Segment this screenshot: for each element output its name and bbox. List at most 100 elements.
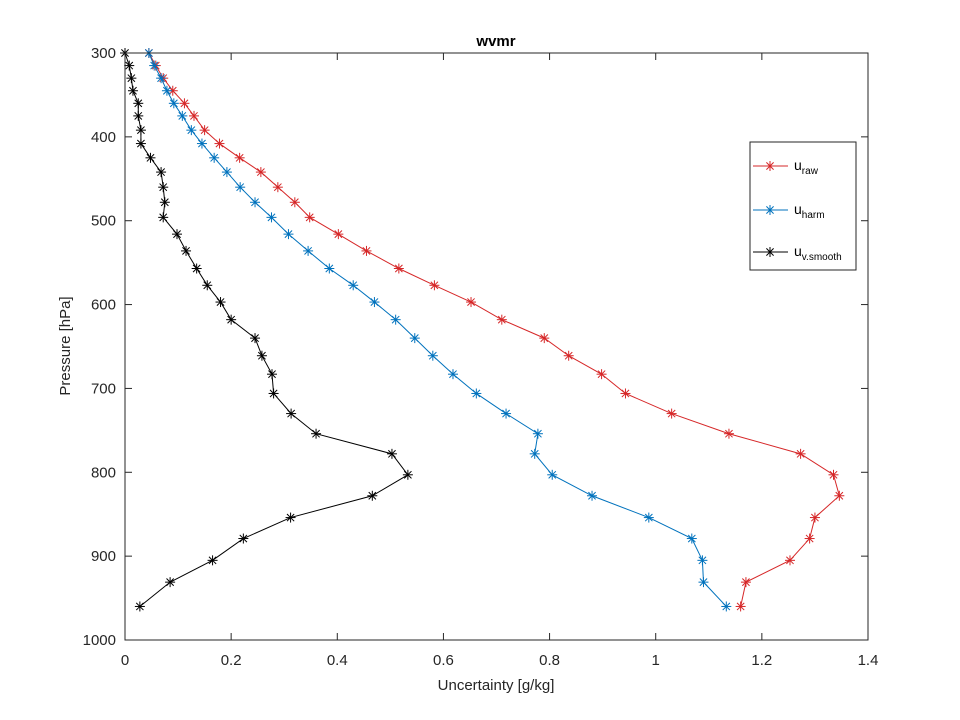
data-point	[466, 297, 477, 308]
y-tick-label: 600	[91, 297, 116, 314]
legend-label-main: u	[794, 243, 802, 259]
y-axis-label: Pressure [hPa]	[57, 296, 74, 395]
data-point	[268, 388, 279, 399]
data-point	[447, 369, 458, 380]
data-point	[135, 138, 146, 149]
data-point	[202, 280, 213, 291]
data-point	[156, 73, 167, 84]
data-point	[177, 110, 188, 121]
data-point	[784, 555, 795, 566]
legend-label: uharm	[794, 201, 825, 221]
data-point	[532, 428, 543, 439]
data-point	[235, 182, 246, 193]
data-point	[238, 533, 249, 544]
data-point	[828, 469, 839, 480]
data-point	[267, 369, 278, 380]
y-tick-label: 700	[91, 380, 116, 397]
data-point	[179, 98, 190, 109]
data-point	[471, 388, 482, 399]
x-tick-label: 1.2	[751, 652, 772, 669]
x-tick-label: 0.6	[433, 652, 454, 669]
data-point	[285, 512, 296, 523]
data-point	[834, 490, 845, 501]
legend-label: uraw	[794, 157, 819, 177]
data-point	[795, 448, 806, 459]
x-tick-label: 1.4	[858, 652, 879, 669]
data-point	[191, 263, 202, 274]
data-point	[172, 229, 183, 240]
data-point	[234, 152, 245, 163]
legend-label: uv.smooth	[794, 243, 842, 263]
axes-box	[124, 52, 869, 641]
legend-marker	[765, 161, 775, 171]
data-point	[250, 333, 261, 344]
data-point	[272, 182, 283, 193]
data-point	[266, 212, 277, 223]
data-point	[529, 448, 540, 459]
x-axis: 0 0.2 0.4 0.6 0.8 1 1.2 1.4	[121, 53, 879, 669]
legend-label-subscript: v.smooth	[802, 252, 842, 263]
legend-label-main: u	[794, 201, 802, 217]
data-point	[133, 98, 144, 109]
data-point	[156, 167, 167, 178]
data-point	[161, 85, 172, 96]
plot-area	[125, 53, 868, 640]
data-point	[181, 245, 192, 256]
data-point	[409, 333, 420, 344]
y-tick-label: 800	[91, 464, 116, 481]
data-point	[393, 263, 404, 274]
data-point	[303, 245, 314, 256]
data-point	[256, 350, 267, 361]
data-point	[496, 314, 507, 325]
x-axis-label: Uncertainty [g/kg]	[438, 677, 555, 694]
data-point	[250, 197, 261, 208]
data-point	[698, 577, 709, 588]
data-point	[324, 263, 335, 274]
data-point	[721, 601, 732, 612]
legend-label-subscript: raw	[802, 166, 819, 177]
data-point	[686, 533, 697, 544]
data-point	[402, 469, 413, 480]
y-tick-label: 900	[91, 548, 116, 565]
x-tick-label: 0.4	[327, 652, 348, 669]
data-point	[215, 297, 226, 308]
data-point	[149, 60, 160, 71]
legend-marker	[765, 247, 775, 257]
data-point	[596, 369, 607, 380]
data-point	[643, 512, 654, 523]
data-point	[666, 408, 677, 419]
data-point	[547, 469, 558, 480]
data-point	[135, 125, 146, 136]
data-point	[386, 448, 397, 459]
legend-box	[749, 141, 857, 271]
data-point	[283, 229, 294, 240]
x-tick-label: 0.8	[539, 652, 560, 669]
data-point	[501, 408, 512, 419]
y-tick-label: 500	[91, 213, 116, 230]
data-point	[186, 125, 197, 136]
data-point	[127, 85, 138, 96]
data-point	[196, 138, 207, 149]
data-point	[563, 350, 574, 361]
x-tick-label: 1	[652, 652, 660, 669]
data-point	[361, 245, 372, 256]
data-point	[126, 73, 137, 84]
data-point	[158, 212, 169, 223]
x-tick-label: 0	[121, 652, 129, 669]
y-tick-label: 300	[91, 45, 116, 62]
data-point	[133, 110, 144, 121]
legend-label-subscript: harm	[802, 210, 825, 221]
data-point	[429, 280, 440, 291]
data-point	[221, 167, 232, 178]
data-point	[214, 138, 225, 149]
data-point	[226, 314, 237, 325]
y-axis: 300 400 500 600 700 800 900 1000	[83, 45, 868, 649]
data-point	[697, 555, 708, 566]
data-point	[134, 601, 145, 612]
data-point	[735, 601, 746, 612]
data-point	[367, 490, 378, 501]
data-point	[165, 577, 176, 588]
data-point	[390, 314, 401, 325]
